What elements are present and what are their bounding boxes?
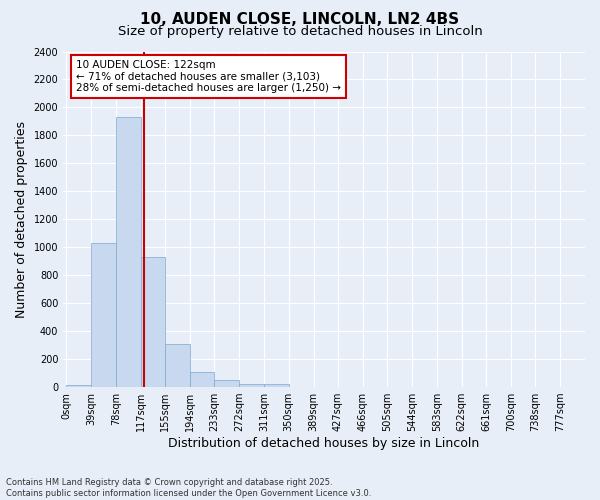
Text: Size of property relative to detached houses in Lincoln: Size of property relative to detached ho… (118, 25, 482, 38)
Bar (116, 117, 141, 387)
X-axis label: Distribution of detached houses by size in Lincoln: Distribution of detached houses by size … (169, 437, 480, 450)
Text: Contains HM Land Registry data © Crown copyright and database right 2025.
Contai: Contains HM Land Registry data © Crown c… (6, 478, 371, 498)
Text: 10, AUDEN CLOSE, LINCOLN, LN2 4BS: 10, AUDEN CLOSE, LINCOLN, LN2 4BS (140, 12, 460, 28)
Bar (165, 344, 190, 387)
Bar (67, 385, 91, 387)
Bar (264, 384, 289, 387)
Text: 10 AUDEN CLOSE: 122sqm
← 71% of detached houses are smaller (3,103)
28% of semi-: 10 AUDEN CLOSE: 122sqm ← 71% of detached… (76, 60, 341, 93)
Bar (190, 372, 214, 387)
Y-axis label: Number of detached properties: Number of detached properties (15, 121, 28, 318)
Bar (91, 243, 116, 387)
Bar (214, 380, 239, 387)
Bar (239, 384, 264, 387)
Bar (141, 257, 165, 387)
